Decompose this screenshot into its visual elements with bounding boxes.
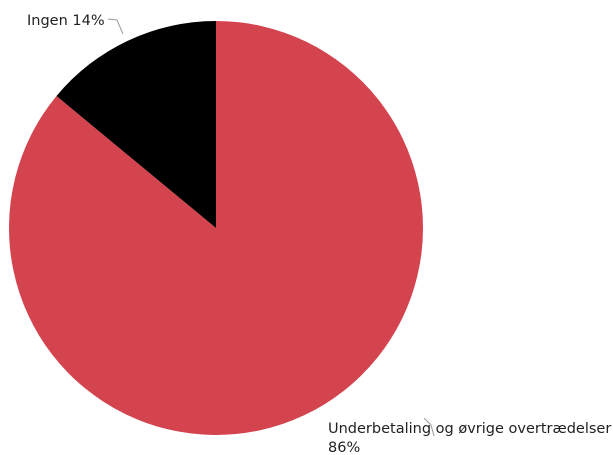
pie-slice-underbetaling: [8, 21, 423, 435]
pie-labels: Underbetaling og øvrige overtrædelser 86…: [27, 13, 611, 455]
leader-line-ingen: [107, 18, 124, 35]
pie-slice-ingen: [56, 21, 216, 228]
slice-label-underbetaling: Underbetaling og øvrige overtrædelser: [328, 421, 611, 437]
leader-line-underbetaling: [423, 417, 435, 437]
slice-percent-underbetaling: 86%: [328, 440, 360, 455]
pie-slices: [8, 21, 423, 435]
slice-label-ingen: Ingen 14%: [27, 13, 105, 29]
